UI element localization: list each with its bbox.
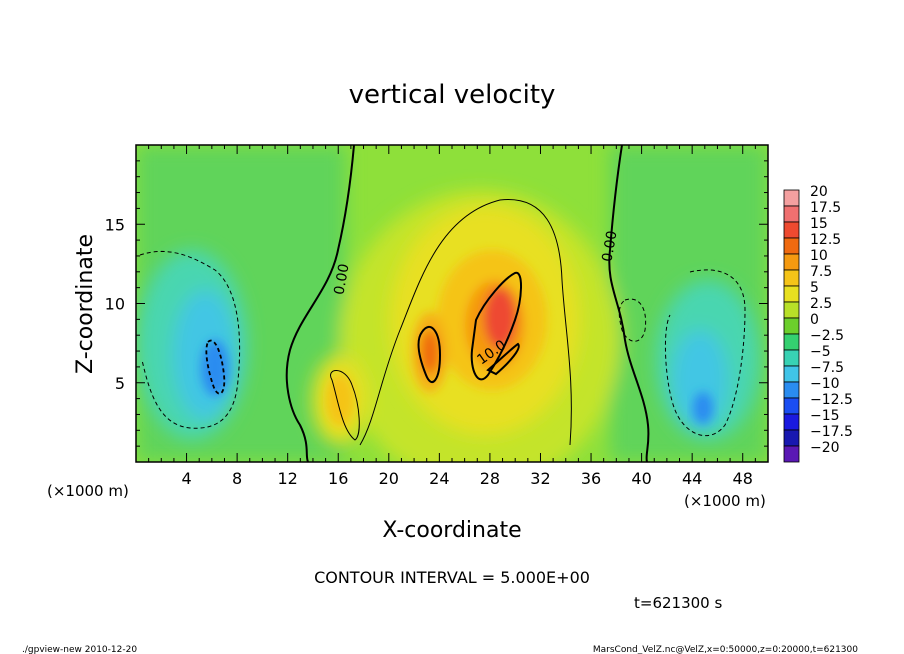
footer-right: MarsCond_VelZ.nc@VelZ,x=0:50000,z=0:2000… (593, 645, 858, 654)
colorbar: 2017.51512.5107.552.50−2.5−5−7.5−10−12.5… (783, 184, 853, 463)
colorbar-label: 0 (810, 312, 819, 328)
y-axis-title: Z-coordinate (73, 234, 98, 374)
x-tick-label: 40 (631, 469, 651, 488)
colorbar-label: 10 (810, 248, 828, 264)
colorbar-swatch (783, 317, 800, 335)
colorbar-swatch (783, 221, 800, 239)
x-tick-label: 36 (581, 469, 601, 488)
x-tick-label: 20 (379, 469, 399, 488)
colorbar-label: 17.5 (810, 200, 841, 216)
contour-label: 0.00 (599, 230, 620, 263)
contour-ten-core (470, 271, 522, 381)
colorbar-swatch (783, 333, 800, 351)
colorbar-label: 12.5 (810, 232, 841, 248)
x-tick-label: 24 (429, 469, 449, 488)
x-tick-label: 28 (480, 469, 500, 488)
colorbar-swatch (783, 413, 800, 431)
footer-left: ./gpview-new 2010-12-20 (22, 645, 137, 654)
colorbar-swatch (783, 189, 800, 207)
contour-neg-left-inner (205, 339, 226, 395)
x-tick-label: 32 (530, 469, 550, 488)
contour-ten-arm (486, 342, 520, 376)
y-tick-label: 15 (105, 215, 125, 234)
colorbar-label: 2.5 (810, 296, 832, 312)
contour-lines (139, 145, 746, 462)
y-tick-label: 5 (115, 374, 125, 393)
colorbar-label: 5 (810, 280, 819, 296)
x-tick-label: 8 (232, 469, 242, 488)
colorbar-swatch (783, 237, 800, 255)
colorbar-swatch (783, 205, 800, 223)
updraft-core (484, 288, 516, 348)
downdraft-right-mid (672, 330, 728, 430)
contour-label: 0.00 (331, 263, 352, 296)
colorbar-swatch (783, 253, 800, 271)
updraft-cell-core (421, 330, 439, 374)
colorbar-swatch (783, 365, 800, 383)
updraft-left-mid (326, 374, 354, 426)
colorbar-swatch (783, 381, 800, 399)
colorbar-label: −20 (810, 440, 840, 456)
colorbar-label: 20 (810, 184, 828, 200)
plot-area (136, 145, 768, 462)
chart-title: vertical velocity (349, 80, 556, 110)
contour-neg-right-outer (664, 269, 746, 437)
contour-interval-text: CONTOUR INTERVAL = 5.000E+00 (314, 568, 590, 587)
colorbar-swatch (783, 445, 800, 463)
colorbar-swatch (783, 269, 800, 287)
x-tick-label: 48 (733, 469, 753, 488)
x-tick-label: 12 (278, 469, 298, 488)
contour-neg-left-outer (139, 251, 241, 429)
x-axis-title: X-coordinate (382, 518, 521, 543)
x-unit-label-left: (×1000 m) (47, 482, 129, 500)
colorbar-label: −12.5 (810, 392, 853, 408)
colorbar-label: −5 (810, 344, 831, 360)
x-tick-label: 44 (682, 469, 702, 488)
colorbar-swatch (783, 301, 800, 319)
contour-zero-left (285, 145, 355, 462)
contour-ten-cell (417, 326, 442, 383)
colorbar-label: 15 (810, 216, 828, 232)
colorbar-label: −7.5 (810, 360, 844, 376)
colorbar-swatch (783, 349, 800, 367)
y-tick-label: 10 (105, 295, 125, 314)
x-tick-label: 16 (328, 469, 348, 488)
colorbar-swatch (783, 429, 800, 447)
colorbar-label: 7.5 (810, 264, 832, 280)
colorbar-label: −15 (810, 408, 840, 424)
colorbar-label: −17.5 (810, 424, 853, 440)
x-unit-label-right: (×1000 m) (684, 492, 766, 510)
time-text: t=621300 s (634, 594, 722, 612)
colorbar-label: −2.5 (810, 328, 844, 344)
colorbar-swatch (783, 285, 800, 303)
colorbar-label: −10 (810, 376, 840, 392)
x-tick-label: 4 (181, 469, 191, 488)
colorbar-swatch (783, 397, 800, 415)
downdraft-left-core (201, 340, 229, 396)
contour-five-outer (359, 199, 572, 446)
downdraft-right-core (693, 392, 713, 424)
contour-left-updraft (330, 370, 360, 441)
